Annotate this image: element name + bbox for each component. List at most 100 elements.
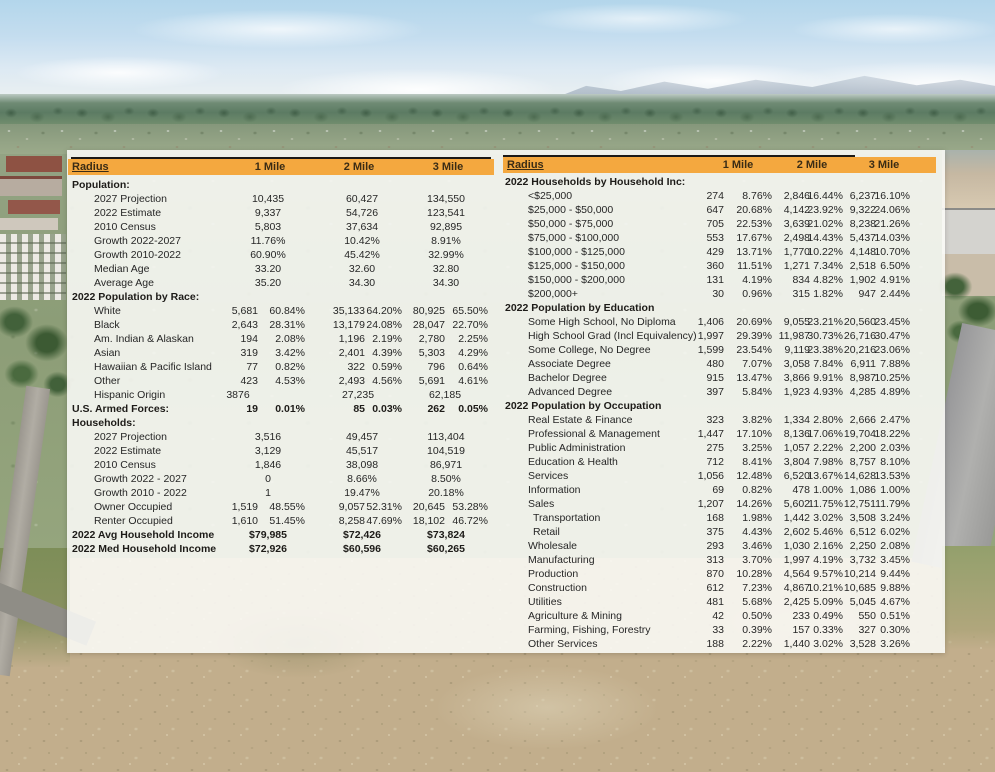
row-label: Sales — [528, 498, 555, 510]
cell-value: 327 — [858, 624, 876, 636]
row-label: Hispanic Origin — [94, 389, 166, 401]
cell-value: 51.45% — [269, 515, 305, 527]
cell-value: 5,691 — [418, 375, 445, 387]
row-label: Other — [94, 375, 121, 387]
row-label: Hawaiian & Pacific Island — [94, 361, 212, 373]
cell-value: 2,200 — [849, 442, 876, 454]
cell-value: 13.47% — [736, 372, 772, 384]
cell-value: 12.48% — [736, 470, 772, 482]
row-label: Some High School, No Diploma — [528, 316, 676, 328]
cell-value: 32.60 — [348, 263, 376, 275]
table-row: Construction 612 7.23% 4,867 10.21% 10,685 9.8… — [503, 581, 936, 595]
cell-value: 60,427 — [345, 193, 379, 205]
cell-value: 45,517 — [345, 445, 379, 457]
cell-value: 20,645 — [412, 501, 445, 513]
cell-value: 2.19% — [372, 333, 402, 345]
cell-value: 3,732 — [849, 554, 876, 566]
cell-value: 17.06% — [807, 428, 843, 440]
cell-value: 0.33% — [813, 624, 843, 636]
cell-value: 10,214 — [843, 568, 876, 580]
cell-value: 0.01% — [275, 403, 305, 415]
cell-value: 9,322 — [849, 204, 876, 216]
cell-value: 8.50% — [431, 473, 461, 485]
row-label: Education & Health — [528, 456, 618, 468]
table-header: Radius 1 Mile 2 Mile 3 Mile — [68, 157, 494, 175]
cell-value: 1,196 — [338, 333, 365, 345]
row-label: 2022 Population by Occupation — [505, 400, 662, 412]
row-label: 2027 Projection — [94, 431, 167, 443]
cell-value: 1,447 — [697, 428, 724, 440]
cell-value: 32.80 — [432, 263, 460, 275]
cell-value: 5,045 — [849, 596, 876, 608]
table-row: Sales 1,207 14.26% 5,602 11.75% 12,751 11.79% — [503, 497, 936, 511]
cell-value: 5,437 — [849, 232, 876, 244]
cell-value: 157 — [792, 624, 810, 636]
cell-value: 7.23% — [742, 582, 772, 594]
table-row: Public Administration 275 3.25% 1,057 2.22% 2… — [503, 441, 936, 455]
row-label: Construction — [528, 582, 587, 594]
cell-value: 0.05% — [458, 403, 488, 415]
cell-value: 23.21% — [807, 316, 843, 328]
cell-value: 3.42% — [275, 347, 305, 359]
table-row: Some College, No Degree 1,599 23.54% 9,119 2… — [503, 343, 936, 357]
trees-left — [0, 296, 72, 400]
table-row: 2022 Estimate 9,337 54,726 123,541 — [68, 206, 494, 220]
table-row: Asian 319 3.42% 2,401 4.39% 5,303 4.29% — [68, 346, 494, 360]
row-label: Information — [528, 484, 581, 496]
table-row: Black 2,643 28.31% 13,179 24.08% 28,047 22.70% — [68, 318, 494, 332]
cell-value: 62,185 — [428, 389, 462, 401]
cell-value: 65.50% — [452, 305, 488, 317]
cell-value: 274 — [706, 190, 724, 202]
cell-value: 8,987 — [849, 372, 876, 384]
cell-value: 23.38% — [807, 344, 843, 356]
table-row: High School Grad (Incl Equivalency) 1,997… — [503, 329, 936, 343]
cell-value: 26,716 — [843, 330, 876, 342]
cell-value: 323 — [706, 414, 724, 426]
row-label: Households: — [72, 417, 136, 429]
cell-value: 9,337 — [254, 207, 282, 219]
cell-value: 4.43% — [742, 526, 772, 538]
cell-value: 32.99% — [428, 249, 464, 261]
cell-value: 34.30 — [432, 277, 460, 289]
cell-value: 23.06% — [874, 344, 910, 356]
cell-value: 19,704 — [843, 428, 876, 440]
cell-value: 0.82% — [742, 484, 772, 496]
cell-value: 1,599 — [697, 344, 724, 356]
cell-value: 20,216 — [843, 344, 876, 356]
row-label: Some College, No Degree — [528, 344, 651, 356]
table-row: Average Age 35.20 34.30 34.30 — [68, 276, 494, 290]
cell-value: 2,401 — [338, 347, 365, 359]
cell-value: 7.88% — [880, 358, 910, 370]
row-label: Public Administration — [528, 442, 626, 454]
cell-value: 30.47% — [874, 330, 910, 342]
cell-value: 53.28% — [452, 501, 488, 513]
demographics-report-panel: Radius 1 Mile 2 Mile 3 Mile Population: 2… — [67, 150, 945, 653]
cell-value: 4.29% — [458, 347, 488, 359]
cell-value: 18,102 — [412, 515, 445, 527]
cell-value: 60.84% — [269, 305, 305, 317]
col-header-1mile: 1 Mile — [722, 159, 754, 171]
cell-value: 14.26% — [736, 498, 772, 510]
cell-value: 19.47% — [344, 487, 380, 499]
row-label: Asian — [94, 347, 121, 359]
cell-value: 92,895 — [429, 221, 463, 233]
cell-value: 5.46% — [813, 526, 843, 538]
cell-value: $72,926 — [249, 543, 287, 555]
industrial-building-roof — [8, 200, 60, 214]
cell-value: 10.21% — [807, 582, 843, 594]
col-header-3mile: 3 Mile — [432, 161, 464, 173]
cell-value: 293 — [706, 540, 724, 552]
cell-value: 17.67% — [736, 232, 772, 244]
industrial-building — [0, 176, 62, 196]
cell-value: 3,129 — [254, 445, 282, 457]
cell-value: 375 — [706, 526, 724, 538]
cell-value: 5,602 — [783, 498, 810, 510]
table-row: $150,000 - $200,000 131 4.19% 834 4.82% 1,902… — [503, 273, 936, 287]
row-label: Growth 2022 - 2027 — [94, 473, 187, 485]
cell-value: 38,098 — [345, 459, 379, 471]
cell-value: 4,148 — [849, 246, 876, 258]
cell-value: 42 — [712, 610, 724, 622]
cell-value: 9,055 — [783, 316, 810, 328]
cell-value: 8,757 — [849, 456, 876, 468]
